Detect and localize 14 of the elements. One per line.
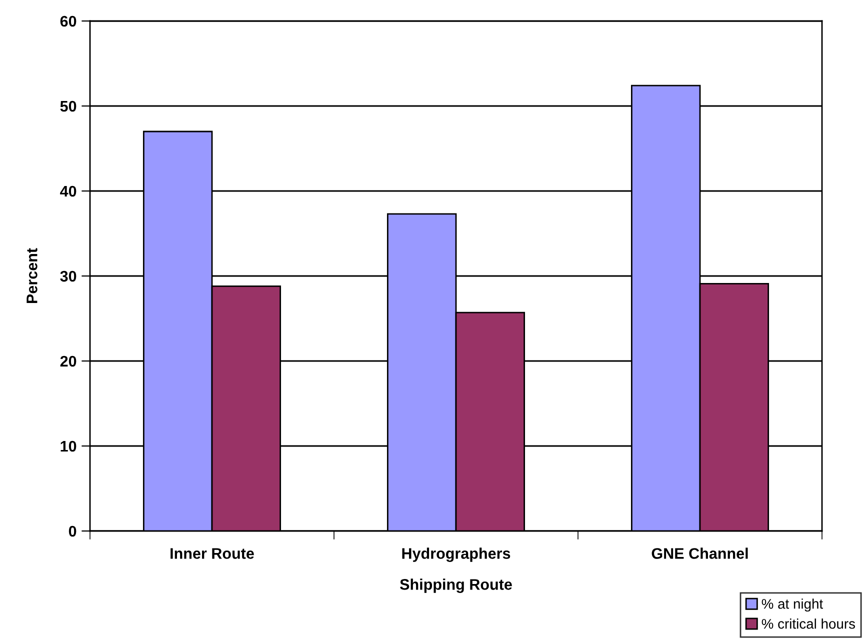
y-tick-label: 20 — [60, 356, 76, 367]
y-tick-label: 40 — [60, 186, 76, 197]
x-tick-label: Hydrographers — [402, 548, 510, 562]
x-tick-label: Inner Route — [170, 548, 254, 559]
y-tick-label: 0 — [68, 526, 76, 537]
y-tick-label: 30 — [60, 270, 76, 282]
y-tick-label: 10 — [60, 440, 76, 452]
x-axis-title: Shipping Route — [400, 578, 512, 593]
legend-label: % critical hours — [762, 618, 855, 629]
legend-label: % at night — [762, 598, 824, 612]
x-tick-label: GNE Channel — [652, 548, 748, 559]
y-axis-title: Percent — [26, 248, 38, 303]
y-tick-label: 60 — [60, 16, 76, 27]
y-tick-label: 50 — [60, 100, 76, 112]
